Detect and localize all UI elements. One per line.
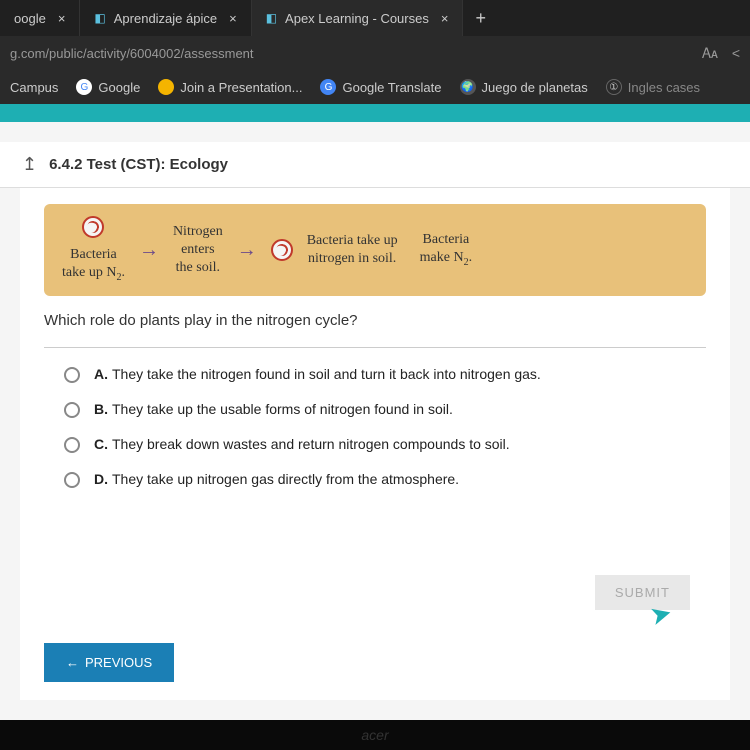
peardeck-icon: [158, 79, 174, 95]
url-bar: g.com/public/activity/6004002/assessment…: [0, 36, 750, 70]
content-area: ↥ 6.4.2 Test (CST): Ecology Bacteria tak…: [0, 122, 750, 720]
bookmark-label: Google: [98, 80, 140, 95]
option-c[interactable]: C.They break down wastes and return nitr…: [64, 436, 706, 453]
arrow-icon: →: [139, 239, 159, 262]
bacteria-icon: [271, 239, 293, 261]
bookmark-icon: ◧: [266, 11, 277, 25]
bookmark-juego[interactable]: 🌍 Juego de planetas: [460, 79, 588, 95]
submit-button[interactable]: SUBMIT: [595, 575, 690, 610]
test-title: 6.4.2 Test (CST): Ecology: [49, 156, 228, 173]
bookmark-label: Join a Presentation...: [180, 80, 302, 95]
tab-aprendizaje[interactable]: ◧ Aprendizaje ápice ×: [80, 0, 251, 36]
url-actions: 🗛 <: [702, 45, 740, 62]
previous-label: PREVIOUS: [85, 655, 152, 670]
close-icon[interactable]: ×: [58, 11, 66, 26]
nitrogen-cycle-diagram: Bacteria take up N2. → Nitrogen enters t…: [44, 204, 706, 296]
arrow-left-icon: ←: [66, 655, 79, 670]
diagram-node-2: Nitrogen enters the soil.: [173, 223, 223, 278]
diagram-node-1: Bacteria take up N2.: [62, 216, 125, 284]
radio-icon[interactable]: [64, 437, 80, 453]
bookmark-icon: ◧: [94, 11, 105, 25]
circle-icon: ①: [606, 79, 622, 95]
brand-label: acer: [361, 727, 388, 743]
bookmark-join[interactable]: Join a Presentation...: [158, 79, 302, 95]
subscript: 2: [464, 257, 469, 268]
option-text: C.They break down wastes and return nitr…: [94, 436, 510, 452]
diagram-node-3: Bacteria take up nitrogen in soil.: [307, 232, 398, 268]
url-text[interactable]: g.com/public/activity/6004002/assessment: [10, 46, 702, 61]
option-b[interactable]: B.They take up the usable forms of nitro…: [64, 401, 706, 418]
arrow-icon: →: [237, 239, 257, 262]
bookmark-ingles[interactable]: ① Ingles cases: [606, 79, 700, 95]
bookmarks-bar: Campus G Google Join a Presentation... G…: [0, 70, 750, 104]
tab-label: Apex Learning - Courses: [285, 11, 429, 26]
bacteria-icon: [82, 216, 104, 238]
radio-icon[interactable]: [64, 402, 80, 418]
tab-label: Aprendizaje ápice: [114, 11, 217, 26]
bookmark-campus[interactable]: Campus: [10, 80, 58, 95]
diagram-label: Bacteria make N: [420, 232, 470, 265]
close-icon[interactable]: ×: [229, 11, 237, 26]
radio-icon[interactable]: [64, 367, 80, 383]
diagram-label: Bacteria take up nitrogen in soil.: [307, 233, 398, 266]
back-icon[interactable]: ↥: [22, 154, 37, 175]
teal-bar: [0, 104, 750, 122]
radio-icon[interactable]: [64, 472, 80, 488]
tab-google[interactable]: oogle ×: [0, 0, 80, 36]
google-icon: G: [76, 79, 92, 95]
option-text: B.They take up the usable forms of nitro…: [94, 401, 453, 417]
diagram-node-4: Bacteria make N2.: [420, 231, 472, 269]
planet-icon: 🌍: [460, 79, 476, 95]
option-text: A.They take the nitrogen found in soil a…: [94, 366, 541, 382]
bookmark-label: Juego de planetas: [482, 80, 588, 95]
question-text: Which role do plants play in the nitroge…: [44, 312, 706, 329]
browser-chrome: oogle × ◧ Aprendizaje ápice × ◧ Apex Lea…: [0, 0, 750, 104]
tab-label: oogle: [14, 11, 46, 26]
separator: [44, 347, 706, 348]
bookmark-label: Google Translate: [342, 80, 441, 95]
subscript: 2: [116, 272, 121, 283]
bookmark-label: Ingles cases: [628, 80, 700, 95]
bookmark-google[interactable]: G Google: [76, 79, 140, 95]
share-icon[interactable]: <: [732, 45, 740, 62]
bookmark-label: Campus: [10, 80, 58, 95]
translate-icon[interactable]: 🗛: [702, 45, 718, 62]
bookmark-translate[interactable]: G Google Translate: [320, 79, 441, 95]
question-card: Bacteria take up N2. → Nitrogen enters t…: [20, 188, 730, 700]
options-list: A.They take the nitrogen found in soil a…: [44, 366, 706, 488]
new-tab-button[interactable]: +: [463, 8, 498, 29]
translate-icon: G: [320, 79, 336, 95]
laptop-bezel: acer: [0, 720, 750, 750]
tab-bar: oogle × ◧ Aprendizaje ápice × ◧ Apex Lea…: [0, 0, 750, 36]
option-text: D.They take up nitrogen gas directly fro…: [94, 471, 459, 487]
option-d[interactable]: D.They take up nitrogen gas directly fro…: [64, 471, 706, 488]
option-a[interactable]: A.They take the nitrogen found in soil a…: [64, 366, 706, 383]
tab-apex[interactable]: ◧ Apex Learning - Courses ×: [252, 0, 464, 36]
test-header: ↥ 6.4.2 Test (CST): Ecology: [0, 142, 750, 188]
close-icon[interactable]: ×: [441, 11, 449, 26]
previous-button[interactable]: ← PREVIOUS: [44, 643, 174, 682]
diagram-label: Nitrogen enters the soil.: [173, 224, 223, 275]
diagram-label: Bacteria take up N: [62, 247, 117, 280]
